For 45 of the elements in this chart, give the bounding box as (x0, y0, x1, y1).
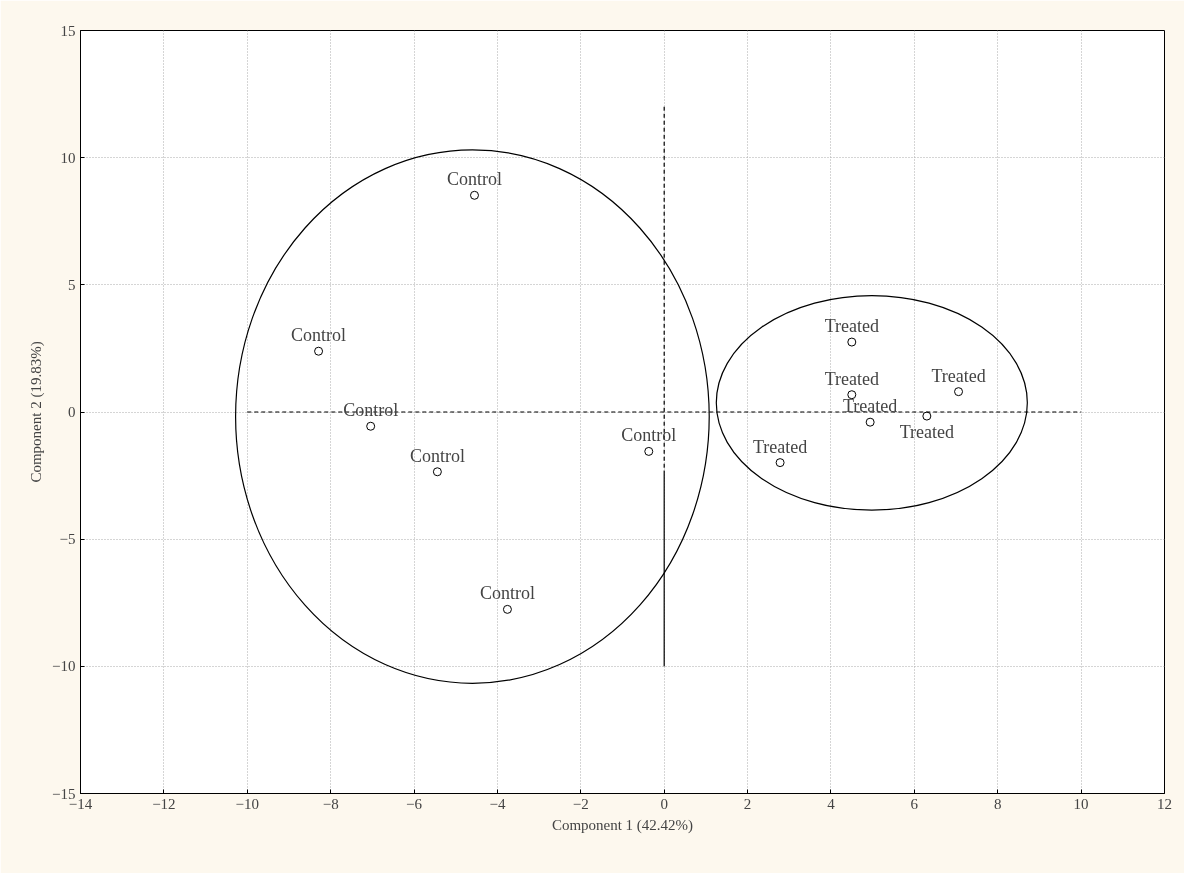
y-tick-label: −10 (52, 658, 76, 675)
point (847, 337, 857, 347)
x-tick-label: 10 (1073, 795, 1089, 812)
point (432, 467, 442, 477)
x-tick-label: −8 (322, 795, 339, 812)
point (865, 417, 875, 427)
x-tick-label: 6 (910, 795, 919, 812)
annotation: Control (479, 583, 535, 604)
y-tick-label: 15 (60, 22, 76, 39)
point (644, 446, 654, 456)
annotation: Treated (824, 368, 879, 389)
x-tick-label: 0 (660, 795, 668, 812)
annotation: Treated (842, 396, 898, 417)
y-axis-title: Component 2 (19.83%) (28, 341, 46, 483)
point (366, 421, 376, 431)
annotation: Control (409, 445, 465, 466)
x-tick-label: 4 (827, 795, 836, 812)
x-tick-label: 8 (993, 795, 1002, 812)
annotation: Control (343, 400, 399, 421)
x-tick-label: 2 (743, 795, 752, 812)
x-tick-label: 12 (1157, 795, 1172, 812)
x-tick-label: −10 (235, 795, 260, 812)
x-tick-label: −4 (489, 795, 506, 812)
point (954, 387, 964, 397)
x-tick-label: −6 (406, 795, 423, 812)
annotation: Control (291, 325, 347, 346)
point (502, 604, 512, 614)
point (847, 390, 857, 400)
annotation: Control (621, 425, 677, 446)
y-tick-label: 10 (60, 149, 76, 166)
point (469, 190, 479, 200)
point (922, 411, 932, 421)
point (314, 346, 324, 356)
annotation: Treated (824, 316, 879, 337)
point (775, 458, 785, 468)
x-tick-label: −2 (572, 795, 589, 812)
y-tick-label: −5 (59, 531, 76, 548)
annotation: Treated (899, 422, 955, 443)
annotation: Treated (752, 436, 808, 457)
annotation: Control (446, 169, 503, 190)
x-axis-title: Component 1 (42.42%) (551, 816, 694, 834)
y-tick-label: 5 (68, 276, 76, 293)
x-tick-label: −12 (152, 795, 176, 812)
y-tick-label: 0 (68, 404, 76, 420)
annotation: Treated (931, 365, 986, 386)
